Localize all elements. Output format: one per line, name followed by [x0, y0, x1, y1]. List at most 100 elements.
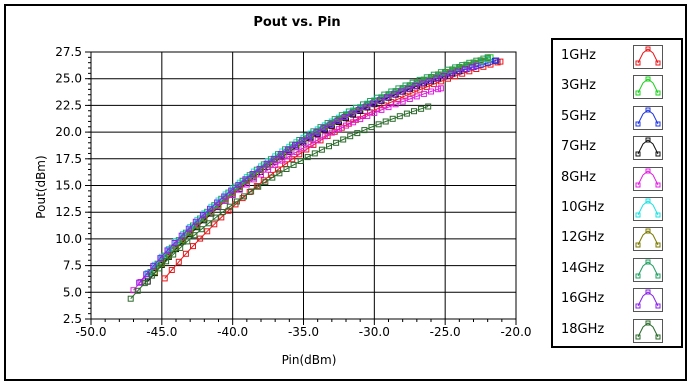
data-point — [226, 203, 233, 210]
data-point — [290, 161, 297, 168]
data-point — [239, 195, 246, 202]
legend-swatch-line — [637, 48, 659, 64]
legend-swatch — [633, 197, 663, 221]
legend-swatch-marker — [655, 60, 661, 66]
legend-swatch-frame — [633, 75, 663, 100]
data-point — [211, 221, 218, 228]
data-point — [384, 94, 391, 101]
data-point — [137, 279, 144, 285]
legend-item: 14GHz — [553, 255, 681, 285]
y-tick-label: 10.0 — [55, 232, 82, 246]
data-point — [256, 165, 263, 172]
data-point — [163, 258, 170, 265]
legend-swatch-marker — [635, 303, 641, 309]
data-point — [378, 106, 385, 113]
data-point — [334, 117, 341, 124]
legend-swatch-marker — [645, 107, 651, 113]
data-point — [354, 130, 361, 137]
data-point — [299, 137, 306, 144]
data-point — [369, 100, 376, 107]
data-point — [221, 193, 228, 200]
grid — [90, 51, 517, 320]
x-tick-label: -50.0 — [75, 325, 106, 339]
data-point — [328, 129, 335, 136]
data-point — [340, 136, 347, 143]
data-point — [314, 137, 321, 143]
data-point — [170, 251, 177, 258]
data-point — [283, 166, 290, 172]
data-point — [355, 107, 362, 113]
legend: 1GHz 3GHz 5GHz 7GHz 8GHz 10GHz 12GHz 14GHz 16GHz… — [551, 38, 683, 348]
legend-label: 5GHz — [561, 108, 596, 124]
data-point — [201, 215, 208, 222]
legend-label: 18GHz — [561, 321, 605, 337]
legend-swatch-marker — [655, 121, 661, 127]
data-point — [371, 109, 378, 116]
data-point — [219, 209, 226, 215]
data-point — [327, 121, 334, 128]
data-point — [364, 112, 371, 119]
legend-swatch-frame — [633, 136, 663, 161]
legend-swatch-line — [637, 261, 659, 277]
data-point — [313, 129, 320, 136]
data-point — [175, 258, 182, 265]
legend-swatch-marker — [645, 289, 651, 295]
y-axis-label: Pout(dBm) — [34, 155, 48, 218]
data-point — [398, 88, 405, 95]
legend-swatch — [633, 227, 663, 252]
legend-swatch — [633, 136, 663, 161]
data-point — [391, 91, 398, 98]
x-tick-label: -25.0 — [430, 325, 461, 339]
data-point — [347, 133, 354, 140]
legend-swatch-line — [637, 200, 659, 216]
data-point — [168, 267, 175, 273]
data-point — [178, 232, 185, 239]
y-tick-label: 22.5 — [55, 98, 82, 112]
data-point — [235, 181, 242, 188]
data-point — [279, 157, 286, 164]
data-point — [228, 187, 235, 194]
data-point — [191, 232, 198, 239]
chart-frame: Pout vs. Pin -50.0 -45.0 -40.0 -35.0 -30.0 -2… — [4, 4, 687, 381]
data-point — [276, 170, 283, 177]
x-tick-label: -45.0 — [146, 325, 177, 339]
legend-swatch-line — [637, 78, 659, 94]
legend-swatch-marker — [635, 90, 641, 96]
legend-item: 5GHz — [553, 103, 681, 133]
legend-swatch-marker — [635, 273, 641, 279]
legend-swatch-marker — [645, 198, 651, 204]
data-point — [233, 198, 240, 205]
y-tick-label: 27.5 — [55, 45, 82, 59]
data-point — [413, 93, 420, 100]
data-point — [480, 55, 487, 62]
data-point — [212, 214, 219, 221]
x-tick-label: -20.0 — [500, 325, 531, 339]
legend-swatch-marker — [645, 137, 651, 143]
data-point — [382, 118, 389, 125]
legend-swatch-marker — [645, 168, 651, 174]
legend-swatch — [633, 105, 663, 130]
ticks: -50.0 -45.0 -40.0 -35.0 -30.0 -25.0 -20.0 2.5 5.… — [55, 45, 531, 339]
legend-swatch-marker — [655, 303, 661, 309]
data-point — [385, 104, 392, 111]
data-point — [204, 228, 211, 235]
data-point — [333, 139, 340, 146]
legend-swatch-marker — [635, 212, 641, 218]
y-tick-label: 15.0 — [55, 179, 82, 193]
data-point — [425, 103, 432, 110]
data-point — [180, 237, 187, 244]
data-point — [440, 73, 447, 79]
data-point — [361, 127, 368, 134]
legend-swatch — [633, 318, 663, 343]
legend-swatch — [633, 288, 663, 313]
data-point — [462, 66, 468, 73]
data-point — [406, 96, 413, 102]
data-point — [368, 124, 375, 131]
data-point — [190, 243, 196, 250]
legend-swatch-line — [637, 291, 659, 307]
legend-swatch-marker — [655, 151, 661, 157]
legend-swatch-marker — [635, 182, 641, 188]
legend-swatch-frame — [633, 227, 663, 252]
data-point — [469, 64, 476, 71]
data-point — [199, 212, 206, 219]
